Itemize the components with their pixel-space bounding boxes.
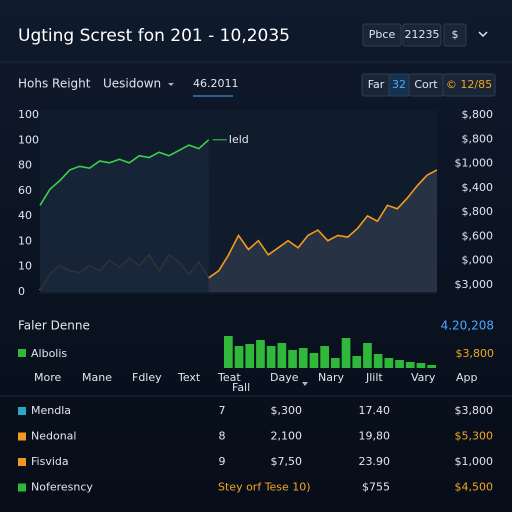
y-axis-label: 10: [18, 260, 32, 273]
bar: [309, 353, 319, 368]
row-swatch: [18, 432, 26, 441]
y2-axis-label: $1,000: [455, 157, 494, 170]
series-label: Ield: [229, 133, 249, 146]
y2-axis-label: $,000: [462, 254, 494, 267]
table-cell: 19,80: [359, 430, 391, 443]
row-swatch: [18, 458, 26, 466]
table-cell: 7: [219, 404, 226, 417]
bar: [427, 365, 436, 368]
section-title: Faler Denne: [18, 319, 90, 333]
table-cell: Noferesncy: [31, 481, 93, 494]
y-axis-label: 80: [18, 159, 32, 172]
control[interactable]: 21235: [405, 28, 440, 41]
legend-value: $3,800: [456, 347, 495, 360]
column-header: Text: [177, 371, 201, 384]
area: [40, 139, 209, 292]
y-axis-label: 100: [18, 108, 39, 121]
control-box[interactable]: [362, 23, 402, 47]
legend-label: Albolis: [31, 347, 67, 360]
button[interactable]: [442, 73, 496, 97]
column-header: Daye: [270, 371, 299, 384]
y2-axis-label: $3,000: [455, 278, 494, 291]
bar: [405, 362, 415, 368]
y-axis-label: 10: [18, 234, 32, 247]
bar: [288, 350, 297, 368]
table-cell: $7,50: [271, 455, 303, 468]
y-axis-label: 100: [18, 133, 39, 146]
table-cell: Mendla: [31, 404, 71, 417]
column-header: Vary: [411, 371, 436, 384]
bar: [224, 336, 233, 368]
bar: [266, 346, 276, 368]
input-field[interactable]: 46.2011: [193, 77, 239, 90]
line: [39, 139, 210, 206]
row-swatch: [18, 407, 26, 415]
table-cell: Nedonal: [31, 430, 76, 443]
button-label[interactable]: © 12/85: [446, 78, 492, 91]
column-header: Mane: [82, 371, 112, 384]
y-axis-label: 60: [18, 184, 32, 197]
table-cell: Fisvida: [31, 455, 69, 468]
y2-axis-label: $,600: [462, 229, 494, 242]
table-cell: $1,000: [455, 455, 494, 468]
column-header: Nary: [318, 371, 344, 384]
table-cell: 9: [219, 455, 226, 468]
bar: [395, 360, 404, 368]
row-swatch: [18, 483, 26, 492]
bar: [352, 356, 362, 368]
table-cell: 17.40: [359, 404, 391, 417]
bar: [298, 348, 308, 368]
column-header: Jlilt: [365, 371, 383, 384]
control-box[interactable]: [402, 23, 442, 47]
y2-axis-label: $,800: [462, 132, 494, 145]
bar: [234, 346, 244, 368]
table-cell: 23.90: [359, 455, 391, 468]
column-header: Fdley: [132, 371, 162, 384]
dropdown[interactable]: Uesidown: [103, 77, 161, 91]
bar: [363, 343, 372, 368]
bar: [331, 358, 340, 368]
area: [40, 169, 437, 292]
sort-arrow[interactable]: [302, 382, 308, 386]
bar: [256, 340, 265, 368]
control[interactable]: $: [452, 28, 459, 41]
bar: [373, 354, 383, 368]
bar: [416, 363, 426, 368]
table-cell: $4,500: [455, 481, 494, 494]
control[interactable]: Pbce: [369, 28, 396, 41]
column-header: Teat: [217, 371, 241, 384]
y2-axis-label: $,800: [462, 108, 494, 121]
table-cell: 8: [219, 430, 226, 443]
button-label[interactable]: 32: [392, 78, 406, 91]
bar: [245, 344, 255, 368]
bar: [320, 346, 329, 368]
table-cell: 2,100: [271, 430, 303, 443]
button-label[interactable]: Cort: [414, 78, 438, 91]
control-box[interactable]: [443, 23, 467, 47]
table-cell: $3,800: [455, 404, 494, 417]
table-cell: Stey orf Tese 10): [218, 481, 311, 494]
y-axis-label: 40: [18, 209, 32, 222]
bar: [277, 343, 287, 368]
toolbar-label: Hohs Reight: [18, 77, 91, 91]
table-cell: $755: [362, 481, 390, 494]
column-sub: Fall: [232, 381, 250, 394]
bar: [384, 358, 394, 368]
y2-axis-label: $,400: [462, 181, 494, 194]
table-cell: $5,300: [455, 430, 494, 443]
button-label[interactable]: Far: [368, 78, 385, 91]
bar: [341, 338, 351, 368]
title: Ugting Screst fon 201 - 10,2035: [18, 26, 290, 46]
section-value: 4.20,208: [441, 319, 494, 333]
column-header: App: [456, 371, 478, 384]
table-cell: $,300: [271, 404, 303, 417]
y2-axis-label: $,800: [462, 205, 494, 218]
chevron[interactable]: [478, 31, 488, 38]
dropdown-arrow[interactable]: [168, 83, 174, 86]
legend-swatch: [18, 349, 26, 357]
column-header: More: [34, 371, 62, 384]
y-axis-label: 0: [18, 285, 25, 298]
